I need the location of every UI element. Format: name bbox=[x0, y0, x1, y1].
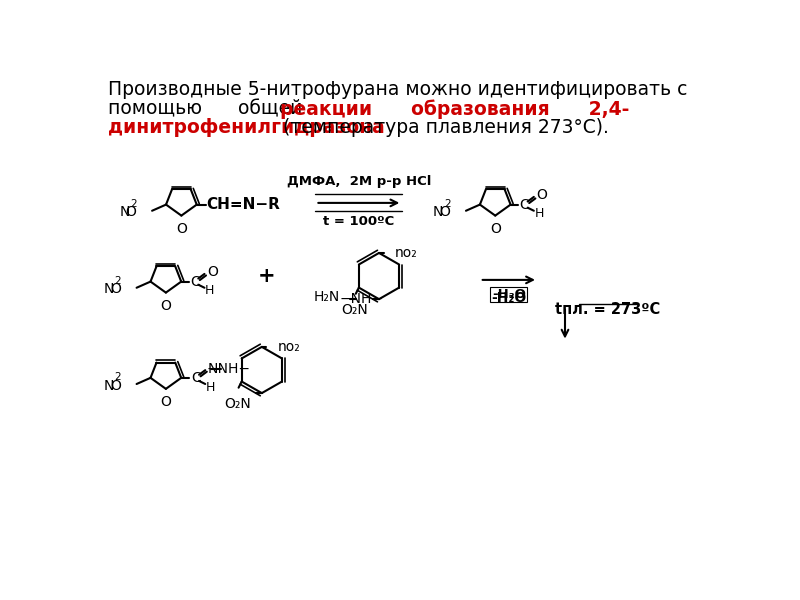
Text: 2: 2 bbox=[444, 199, 450, 209]
Text: O: O bbox=[110, 379, 121, 392]
Text: H: H bbox=[206, 284, 214, 298]
Text: t = 100ºC: t = 100ºC bbox=[323, 215, 394, 228]
Text: O: O bbox=[126, 205, 137, 219]
Text: O: O bbox=[161, 395, 171, 409]
Text: O: O bbox=[490, 222, 501, 236]
Text: помощью      общей: помощью общей bbox=[108, 99, 338, 118]
Text: реакции      образования      2,4-: реакции образования 2,4- bbox=[280, 99, 629, 119]
Text: O₂N: O₂N bbox=[225, 397, 251, 411]
Text: −NH−: −NH− bbox=[340, 292, 384, 306]
Text: O: O bbox=[110, 282, 121, 296]
Text: C: C bbox=[191, 371, 201, 385]
Text: no₂: no₂ bbox=[394, 246, 418, 260]
Text: no₂: no₂ bbox=[278, 340, 300, 354]
Text: H₂N: H₂N bbox=[314, 290, 340, 304]
Text: N: N bbox=[104, 379, 114, 392]
Text: 2: 2 bbox=[114, 373, 122, 382]
Text: Производные 5-нитрофурана можно идентифицировать с: Производные 5-нитрофурана можно идентифи… bbox=[108, 80, 687, 98]
Text: O₂N: O₂N bbox=[342, 303, 368, 317]
Text: −NH−: −NH− bbox=[206, 362, 250, 376]
Text: N: N bbox=[104, 282, 114, 296]
Text: N: N bbox=[207, 362, 218, 376]
Text: 2: 2 bbox=[130, 199, 137, 209]
Text: H: H bbox=[206, 380, 215, 394]
Text: N: N bbox=[119, 205, 130, 219]
Text: 2: 2 bbox=[114, 276, 122, 286]
Text: (температура плавления 273°C).: (температура плавления 273°C). bbox=[277, 118, 609, 137]
Text: CH=N−R: CH=N−R bbox=[206, 197, 280, 212]
Text: N: N bbox=[433, 205, 443, 219]
Text: O: O bbox=[439, 205, 450, 219]
Text: C: C bbox=[190, 275, 200, 289]
Text: H: H bbox=[534, 208, 544, 220]
Text: O: O bbox=[161, 299, 171, 313]
Text: динитрофенилгидразона: динитрофенилгидразона bbox=[108, 118, 385, 137]
Text: O: O bbox=[536, 188, 547, 202]
Text: O: O bbox=[176, 222, 187, 236]
FancyBboxPatch shape bbox=[490, 287, 527, 302]
Text: -H₂O: -H₂O bbox=[492, 288, 526, 301]
Text: ДМФА,  2М р-р HCl: ДМФА, 2М р-р HCl bbox=[286, 175, 431, 187]
Text: C: C bbox=[520, 197, 530, 212]
Text: tпл. = 273ºC: tпл. = 273ºC bbox=[555, 302, 660, 317]
Text: +: + bbox=[258, 266, 275, 286]
Text: O: O bbox=[206, 265, 218, 280]
Text: -H₂O: -H₂O bbox=[491, 290, 526, 305]
